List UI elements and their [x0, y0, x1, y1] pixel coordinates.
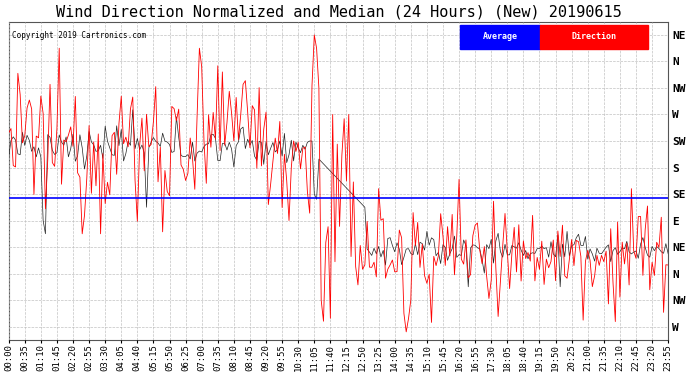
FancyBboxPatch shape — [540, 25, 649, 49]
FancyBboxPatch shape — [460, 25, 540, 49]
Text: Copyright 2019 Cartronics.com: Copyright 2019 Cartronics.com — [12, 31, 146, 40]
Text: Average: Average — [482, 32, 518, 41]
Title: Wind Direction Normalized and Median (24 Hours) (New) 20190615: Wind Direction Normalized and Median (24… — [55, 4, 621, 19]
Text: Direction: Direction — [572, 32, 617, 41]
